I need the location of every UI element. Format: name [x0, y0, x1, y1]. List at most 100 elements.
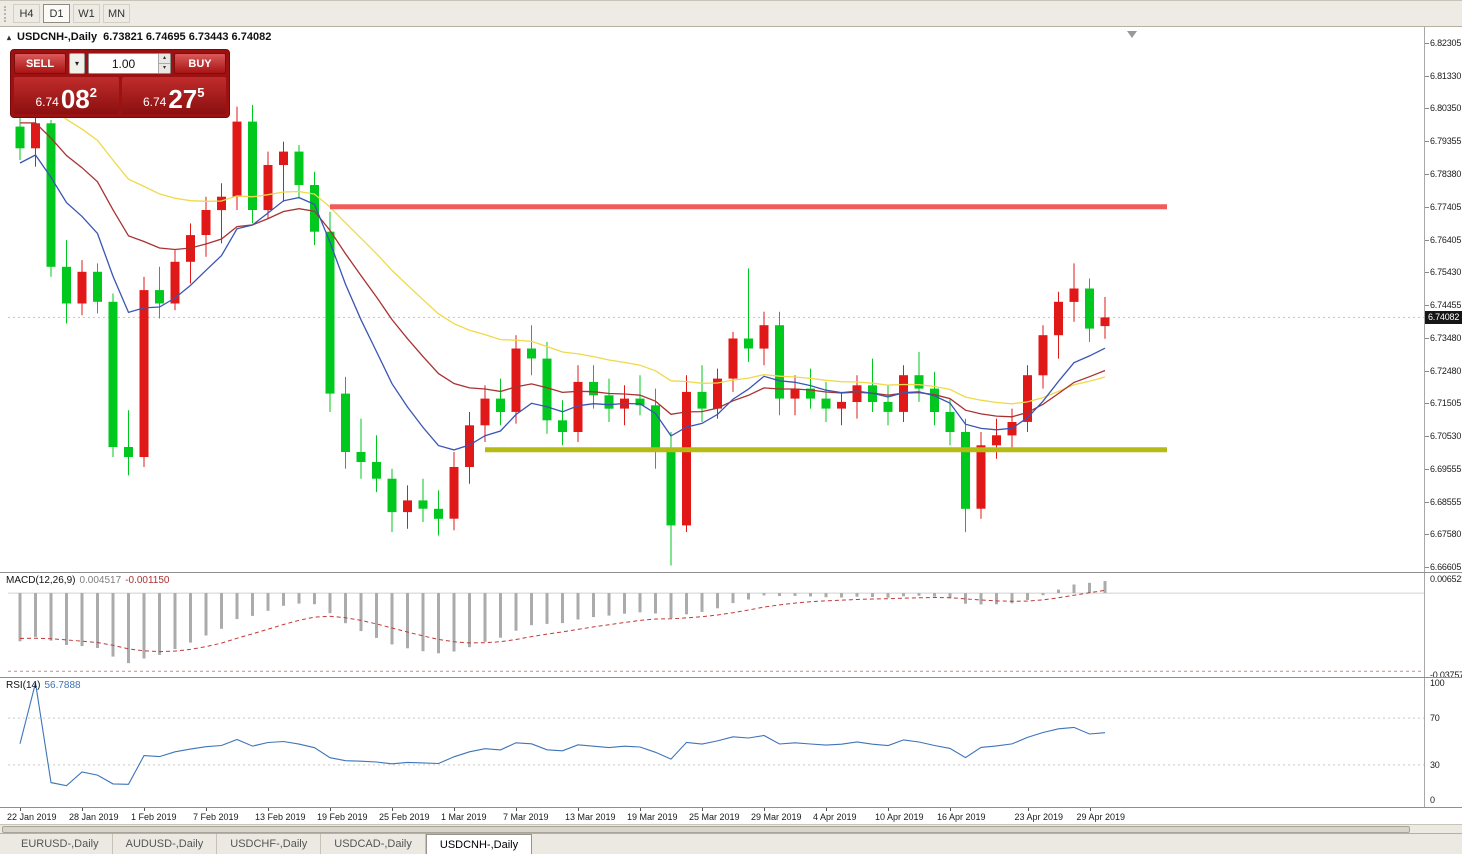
bid-prefix: 6.74 [35, 95, 59, 109]
time-axis-tick [144, 808, 145, 811]
price-axis[interactable]: 6.74082 6.82305 6.81330 6.80350 6.79355 6.78… [1424, 27, 1462, 807]
time-axis-tick [330, 808, 331, 811]
time-axis-tick [392, 808, 393, 811]
ask-price-display[interactable]: 6.74 27 5 [121, 77, 226, 114]
price-axis-label: 6.79355 [1430, 136, 1462, 146]
price-axis-label: 6.80350 [1430, 103, 1462, 113]
macd-signal-value: -0.001150 [125, 575, 170, 586]
bid-price-display[interactable]: 6.74 08 2 [14, 77, 119, 114]
chart-tab-audusd[interactable]: AUDUSD-,Daily [113, 834, 218, 854]
chart-tab-usdcad[interactable]: USDCAD-,Daily [321, 834, 426, 854]
price-axis-tick [1425, 174, 1429, 175]
price-axis-label: 6.74455 [1430, 300, 1462, 310]
timeframe-d1-button[interactable]: D1 [43, 4, 70, 23]
rsi-canvas[interactable] [8, 678, 1424, 807]
toolbar-grip[interactable] [4, 5, 7, 22]
price-axis-tick [1425, 108, 1429, 109]
bid-sup-digit: 2 [89, 85, 97, 100]
scroll-to-end-icon[interactable] [1127, 31, 1137, 38]
price-axis-tick [1425, 338, 1429, 339]
macd-main-value: 0.004517 [79, 575, 122, 586]
indicator-axis-label: 0 [1430, 795, 1435, 805]
timeframe-h4-button[interactable]: H4 [13, 4, 40, 23]
main-chart-canvas[interactable] [8, 27, 1424, 572]
time-axis-label: 25 Mar 2019 [689, 812, 740, 822]
volume-increase-button[interactable]: ▴ [159, 54, 170, 64]
price-axis-tick [1425, 567, 1429, 568]
price-axis-tick [1425, 371, 1429, 372]
price-axis-tick [1425, 436, 1429, 437]
price-axis-label: 6.78380 [1430, 169, 1462, 179]
trade-controls-row: SELL ▾ ▴ ▾ BUY [14, 53, 226, 74]
price-axis-label: 6.72480 [1430, 366, 1462, 376]
indicator-axis-label: 100 [1430, 678, 1445, 688]
time-axis[interactable]: 22 Jan 2019 28 Jan 2019 1 Feb 2019 7 Feb 20… [0, 807, 1462, 824]
price-axis-tick [1425, 469, 1429, 470]
time-axis-tick [268, 808, 269, 811]
horizontal-scrollbar [0, 824, 1462, 833]
rsi-pane: RSI(14) 56.7888 [0, 678, 1424, 807]
rsi-label: RSI(14) [6, 680, 41, 691]
trade-options-dropdown[interactable]: ▾ [69, 53, 85, 74]
chart-tab-usdcnh[interactable]: USDCNH-,Daily [425, 834, 533, 854]
timeframe-mn-button[interactable]: MN [103, 4, 130, 23]
indicator-axis-label: 70 [1430, 713, 1440, 723]
pane-separator[interactable] [0, 572, 1462, 573]
macd-title: MACD(12,26,9) 0.004517 -0.001150 [6, 575, 169, 586]
volume-decrease-button[interactable]: ▾ [159, 64, 170, 73]
chart-tab-usdchf[interactable]: USDCHF-,Daily [217, 834, 322, 854]
time-axis-tick [826, 808, 827, 811]
volume-input[interactable] [89, 54, 158, 73]
price-axis-tick [1425, 502, 1429, 503]
time-axis-tick [578, 808, 579, 811]
time-axis-label: 25 Feb 2019 [379, 812, 430, 822]
price-axis-tick [1425, 240, 1429, 241]
price-axis-tick [1425, 207, 1429, 208]
timeframe-w1-button[interactable]: W1 [73, 4, 100, 23]
time-axis-label: 28 Jan 2019 [69, 812, 119, 822]
time-axis-tick [1089, 808, 1091, 811]
scrollbar-thumb[interactable] [2, 826, 1410, 833]
price-axis-label: 6.73480 [1430, 333, 1462, 343]
volume-spinner: ▴ ▾ [158, 54, 170, 73]
time-axis-tick [888, 808, 889, 811]
price-axis-label: 6.81330 [1430, 71, 1462, 81]
symbol-icon: ▴ [7, 32, 12, 42]
price-axis-label: 6.71505 [1430, 398, 1462, 408]
time-axis-tick [454, 808, 455, 811]
chart-ohlc-values: 6.73821 6.74695 6.73443 6.74082 [103, 31, 272, 43]
time-axis-label: 23 Apr 2019 [1014, 812, 1064, 822]
time-axis-label: 1 Feb 2019 [131, 812, 177, 822]
time-axis-label: 22 Jan 2019 [7, 812, 57, 822]
time-axis-tick [1027, 808, 1029, 811]
bid-ask-row: 6.74 08 2 6.74 27 5 [14, 77, 226, 114]
price-axis-label: 6.67580 [1430, 529, 1462, 539]
price-axis-tick [1425, 403, 1429, 404]
time-axis-label: 19 Feb 2019 [317, 812, 368, 822]
price-axis-tick [1425, 141, 1429, 142]
buy-button[interactable]: BUY [174, 53, 226, 74]
price-axis-label: 6.76405 [1430, 235, 1462, 245]
price-axis-label: 6.82305 [1430, 38, 1462, 48]
chart-tab-eurusd[interactable]: EURUSD-,Daily [8, 834, 113, 854]
time-axis-tick [82, 808, 83, 811]
price-axis-tick [1425, 272, 1429, 273]
chart-tab-bar: EURUSD-,Daily AUDUSD-,Daily USDCHF-,Dail… [0, 833, 1462, 854]
chart-title: ▴ USDCNH-,Daily 6.73821 6.74695 6.73443 … [7, 31, 271, 43]
chevron-down-icon: ▾ [74, 59, 79, 68]
time-axis-label: 10 Apr 2019 [875, 812, 924, 822]
sell-button[interactable]: SELL [14, 53, 66, 74]
price-axis-label: 6.77405 [1430, 202, 1462, 212]
price-axis-tick [1425, 534, 1429, 535]
time-axis-label: 1 Mar 2019 [441, 812, 487, 822]
price-axis-tick [1425, 43, 1429, 44]
price-axis-tick [1425, 305, 1429, 306]
time-axis-label: 29 Apr 2019 [1076, 812, 1126, 822]
chart-area: ▴ USDCNH-,Daily 6.73821 6.74695 6.73443 … [0, 27, 1462, 807]
time-axis-tick [764, 808, 765, 811]
time-axis-tick [20, 808, 21, 811]
volume-field: ▴ ▾ [88, 53, 171, 74]
price-axis-label: 6.68555 [1430, 497, 1462, 507]
pane-separator[interactable] [0, 677, 1462, 678]
macd-canvas[interactable] [8, 573, 1424, 677]
